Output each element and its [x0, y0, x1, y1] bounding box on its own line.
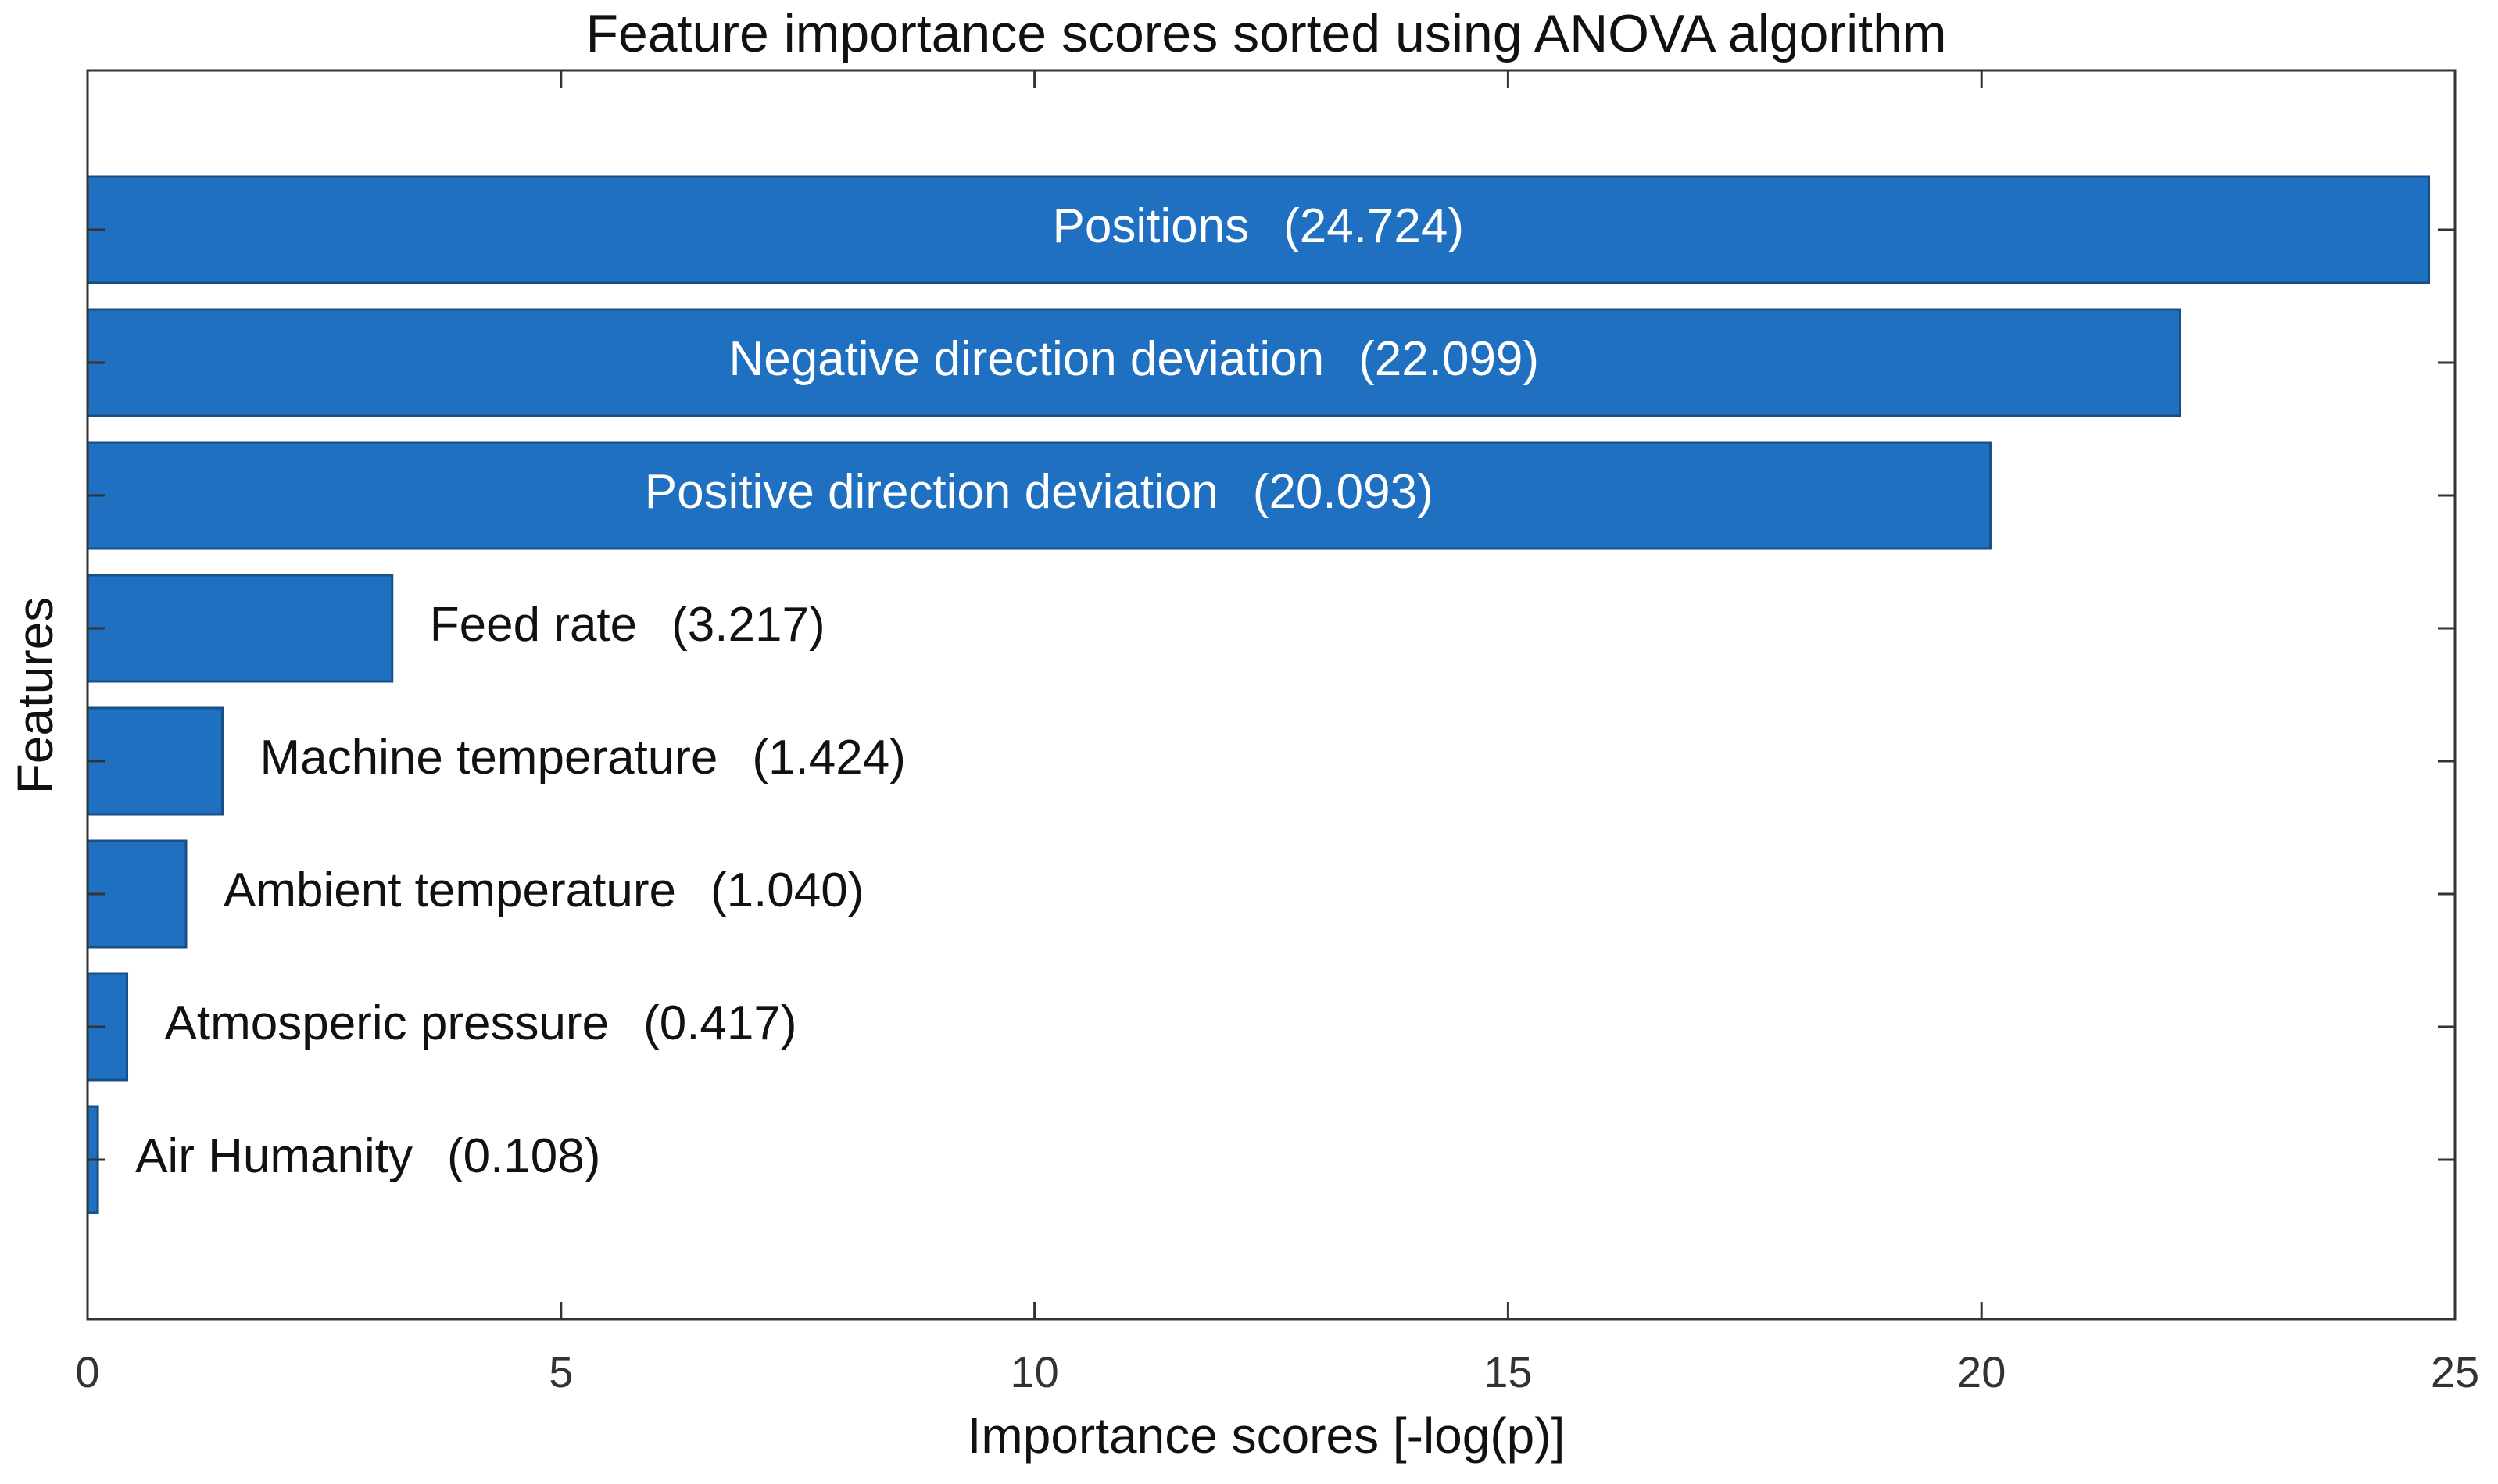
category-label: Ambient temperature — [224, 864, 676, 917]
bar-label: Feed rate (3.217) — [430, 598, 825, 652]
value-label: (0.417) — [643, 996, 796, 1050]
category-label: Positions — [1053, 199, 1250, 253]
bar — [86, 175, 2431, 284]
x-tick-label: 5 — [549, 1347, 573, 1396]
x-axis-label: Importance scores [-log(p)] — [968, 1407, 1566, 1464]
category-label: Atmosperic pressure — [165, 996, 610, 1050]
value-label: (20.093) — [1253, 465, 1433, 519]
bar-label: Ambient temperature (1.040) — [224, 864, 864, 917]
value-label: (22.099) — [1358, 332, 1539, 386]
x-tick-label: 25 — [2431, 1347, 2479, 1396]
category-label: Feed rate — [430, 598, 637, 652]
bar-label: Machine temperature (1.424) — [260, 731, 906, 785]
value-label: (24.724) — [1283, 199, 1464, 253]
value-label: (1.040) — [710, 864, 864, 917]
x-tick-label: 10 — [1010, 1347, 1058, 1396]
category-label: Air Humanity — [135, 1129, 413, 1183]
category-label: Negative direction deviation — [728, 332, 1324, 386]
x-tick-label: 20 — [1957, 1347, 2006, 1396]
bar-label: Atmosperic pressure (0.417) — [165, 996, 797, 1050]
y-axis-label: Features — [7, 597, 63, 795]
value-label: (1.424) — [752, 731, 905, 785]
bar — [86, 441, 1992, 550]
bar-label: Positions (24.724) — [1053, 199, 1465, 253]
bar-label: Negative direction deviation (22.099) — [728, 332, 1539, 386]
x-tick-label: 0 — [75, 1347, 99, 1396]
chart-title: Feature importance scores sorted using A… — [585, 4, 1946, 63]
x-tick-label: 15 — [1483, 1347, 1532, 1396]
bar-label: Positive direction deviation (20.093) — [645, 465, 1433, 519]
plot-frame — [86, 69, 2457, 1321]
bar — [86, 706, 224, 816]
bar — [86, 574, 394, 683]
category-label: Machine temperature — [260, 731, 718, 785]
bar-label: Air Humanity (0.108) — [135, 1129, 600, 1183]
value-label: (3.217) — [671, 598, 825, 652]
value-label: (0.108) — [447, 1129, 600, 1183]
category-label: Positive direction deviation — [645, 465, 1219, 519]
